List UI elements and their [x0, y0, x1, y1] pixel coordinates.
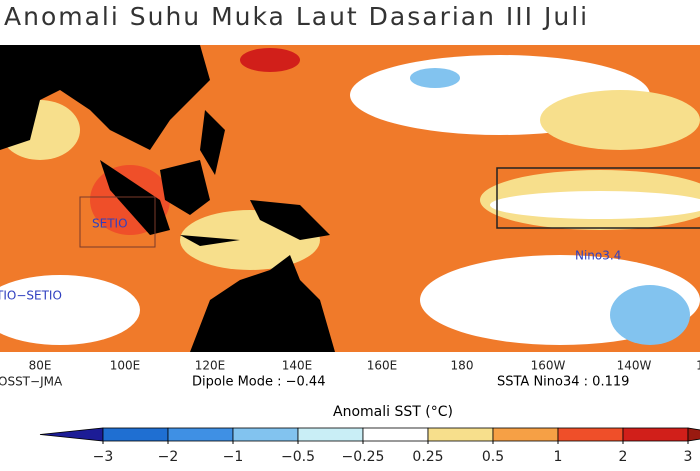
- colorbar-segment: [362, 427, 429, 442]
- colorbar-segment: [557, 427, 624, 442]
- colorbar-segment: [492, 427, 559, 442]
- longitude-label: 180: [451, 359, 474, 373]
- dipole-mode: Dipole Mode : −0.44: [192, 375, 325, 390]
- source: OSST−JMA: [0, 375, 63, 389]
- region-label: SETIO: [92, 217, 128, 231]
- longitude-label: 100E: [110, 359, 141, 373]
- colorbar-tick-label: 1: [554, 449, 563, 465]
- colorbar-tick-label: −0.25: [342, 449, 385, 465]
- longitude-label: 160W: [531, 359, 566, 373]
- colorbar-title: Anomali SST (°C): [333, 404, 453, 420]
- colorbar-arrow: [687, 427, 700, 442]
- setio-box: [79, 196, 156, 248]
- colorbar-tick-label: 0.25: [412, 449, 443, 465]
- nino34: SSTA Nino34 : 0.119: [497, 375, 629, 390]
- region-label: Nino3.4: [575, 249, 621, 263]
- colorbar-segment: [297, 427, 364, 442]
- region-label: TIO−SETIO: [0, 289, 62, 303]
- longitude-label: 140E: [282, 359, 313, 373]
- colorbar-tick-label: −3: [93, 449, 114, 465]
- sst-map: [0, 45, 700, 352]
- nino-box: [496, 167, 700, 229]
- title: Anomali Suhu Muka Laut Dasarian III Juli: [4, 2, 589, 31]
- colorbar-segment: [232, 427, 299, 442]
- colorbar: −3 −2 −1 −0.5 −0.25 0.25 0.5 1 2 3: [39, 427, 700, 465]
- colorbar-arrow: [39, 427, 104, 442]
- colorbar-tick-label: 3: [684, 449, 693, 465]
- colorbar-tick-label: 2: [619, 449, 628, 465]
- colorbar-segment: [167, 427, 234, 442]
- longitude-label: 80E: [29, 359, 52, 373]
- colorbar-tick-label: −0.5: [281, 449, 315, 465]
- colorbar-tick-label: 0.5: [482, 449, 504, 465]
- longitude-labels: 80E 100E 120E 140E 160E 180 160W 140W 1: [29, 359, 700, 373]
- colorbar-tick-label: −2: [158, 449, 179, 465]
- longitude-label: 140W: [617, 359, 652, 373]
- longitude-label: 120E: [195, 359, 226, 373]
- longitude-label: 160E: [367, 359, 398, 373]
- colorbar-segment: [427, 427, 494, 442]
- colorbar-tick-label: −1: [223, 449, 244, 465]
- colorbar-segment: [102, 427, 169, 442]
- colorbar-segment: [622, 427, 689, 442]
- longitude-label: 1: [696, 359, 700, 373]
